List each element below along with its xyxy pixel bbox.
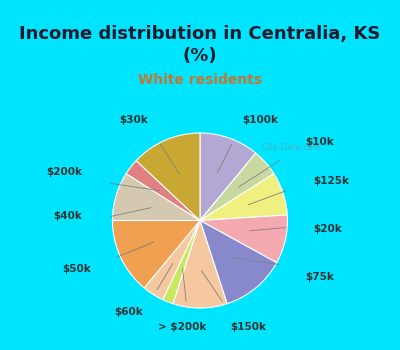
Wedge shape [200, 220, 277, 304]
Text: White residents: White residents [138, 74, 262, 88]
Text: $60k: $60k [114, 307, 143, 317]
Text: $30k: $30k [119, 115, 148, 125]
Wedge shape [173, 220, 227, 308]
Text: > $200k: > $200k [158, 322, 207, 332]
Text: $200k: $200k [46, 167, 82, 177]
Text: $150k: $150k [231, 322, 267, 332]
Wedge shape [200, 153, 274, 220]
Wedge shape [200, 215, 288, 262]
Text: City-Data.com: City-Data.com [262, 142, 322, 152]
Text: $75k: $75k [305, 272, 334, 282]
Wedge shape [112, 220, 200, 288]
Text: $20k: $20k [314, 224, 342, 234]
Wedge shape [126, 161, 200, 220]
Text: $50k: $50k [62, 264, 91, 274]
Wedge shape [136, 133, 200, 220]
Wedge shape [200, 133, 256, 220]
Wedge shape [200, 174, 287, 220]
Wedge shape [144, 220, 200, 300]
Wedge shape [112, 174, 200, 220]
Text: $100k: $100k [242, 115, 278, 125]
Text: $125k: $125k [314, 176, 350, 186]
Text: Income distribution in Centralia, KS
(%): Income distribution in Centralia, KS (%) [19, 25, 381, 65]
Text: $10k: $10k [305, 137, 334, 147]
Wedge shape [163, 220, 200, 304]
Text: $40k: $40k [53, 211, 82, 221]
